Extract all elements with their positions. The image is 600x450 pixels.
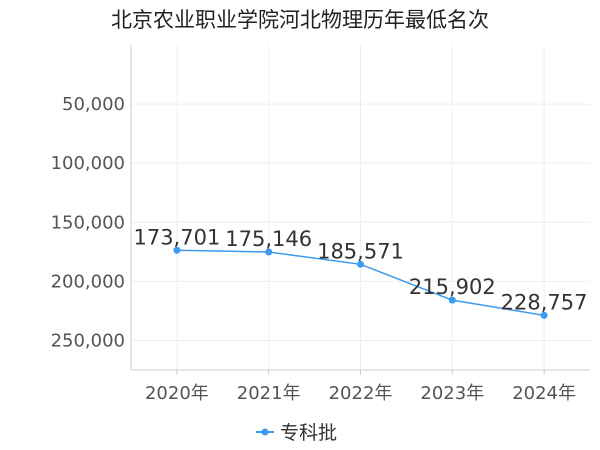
legend[interactable]: 专科批 (256, 422, 337, 444)
y-tick-label: 200,000 (51, 271, 125, 292)
data-label: 173,701 (133, 225, 220, 249)
x-tick-label: 2021年 (237, 383, 301, 404)
data-label: 228,757 (501, 290, 588, 314)
x-tick-label: 2022年 (329, 383, 393, 404)
x-tick-label: 2024年 (512, 383, 576, 404)
x-axis-ticks: 2020年 2021年 2022年 2023年 2024年 (145, 370, 576, 404)
data-point[interactable] (540, 311, 548, 319)
data-point[interactable] (265, 248, 273, 256)
data-point[interactable] (173, 246, 181, 254)
y-axis-ticks: 50,000 100,000 150,000 200,000 250,000 (51, 94, 125, 351)
data-label: 185,571 (317, 239, 404, 263)
y-tick-label: 150,000 (51, 212, 125, 233)
y-tick-label: 100,000 (51, 153, 125, 174)
data-point[interactable] (448, 296, 456, 304)
y-tick-label: 250,000 (51, 330, 125, 351)
series-专科批[interactable] (173, 246, 548, 319)
x-tick-label: 2020年 (145, 383, 209, 404)
y-tick-label: 50,000 (62, 94, 125, 115)
legend-marker-icon (261, 428, 269, 436)
gridlines (131, 45, 590, 370)
data-label: 175,146 (225, 227, 312, 251)
chart-title: 北京农业职业学院河北物理历年最低名次 (111, 8, 489, 32)
x-tick-label: 2023年 (420, 383, 484, 404)
legend-label: 专科批 (280, 422, 337, 444)
data-label: 215,902 (409, 275, 496, 299)
data-point[interactable] (357, 260, 364, 268)
